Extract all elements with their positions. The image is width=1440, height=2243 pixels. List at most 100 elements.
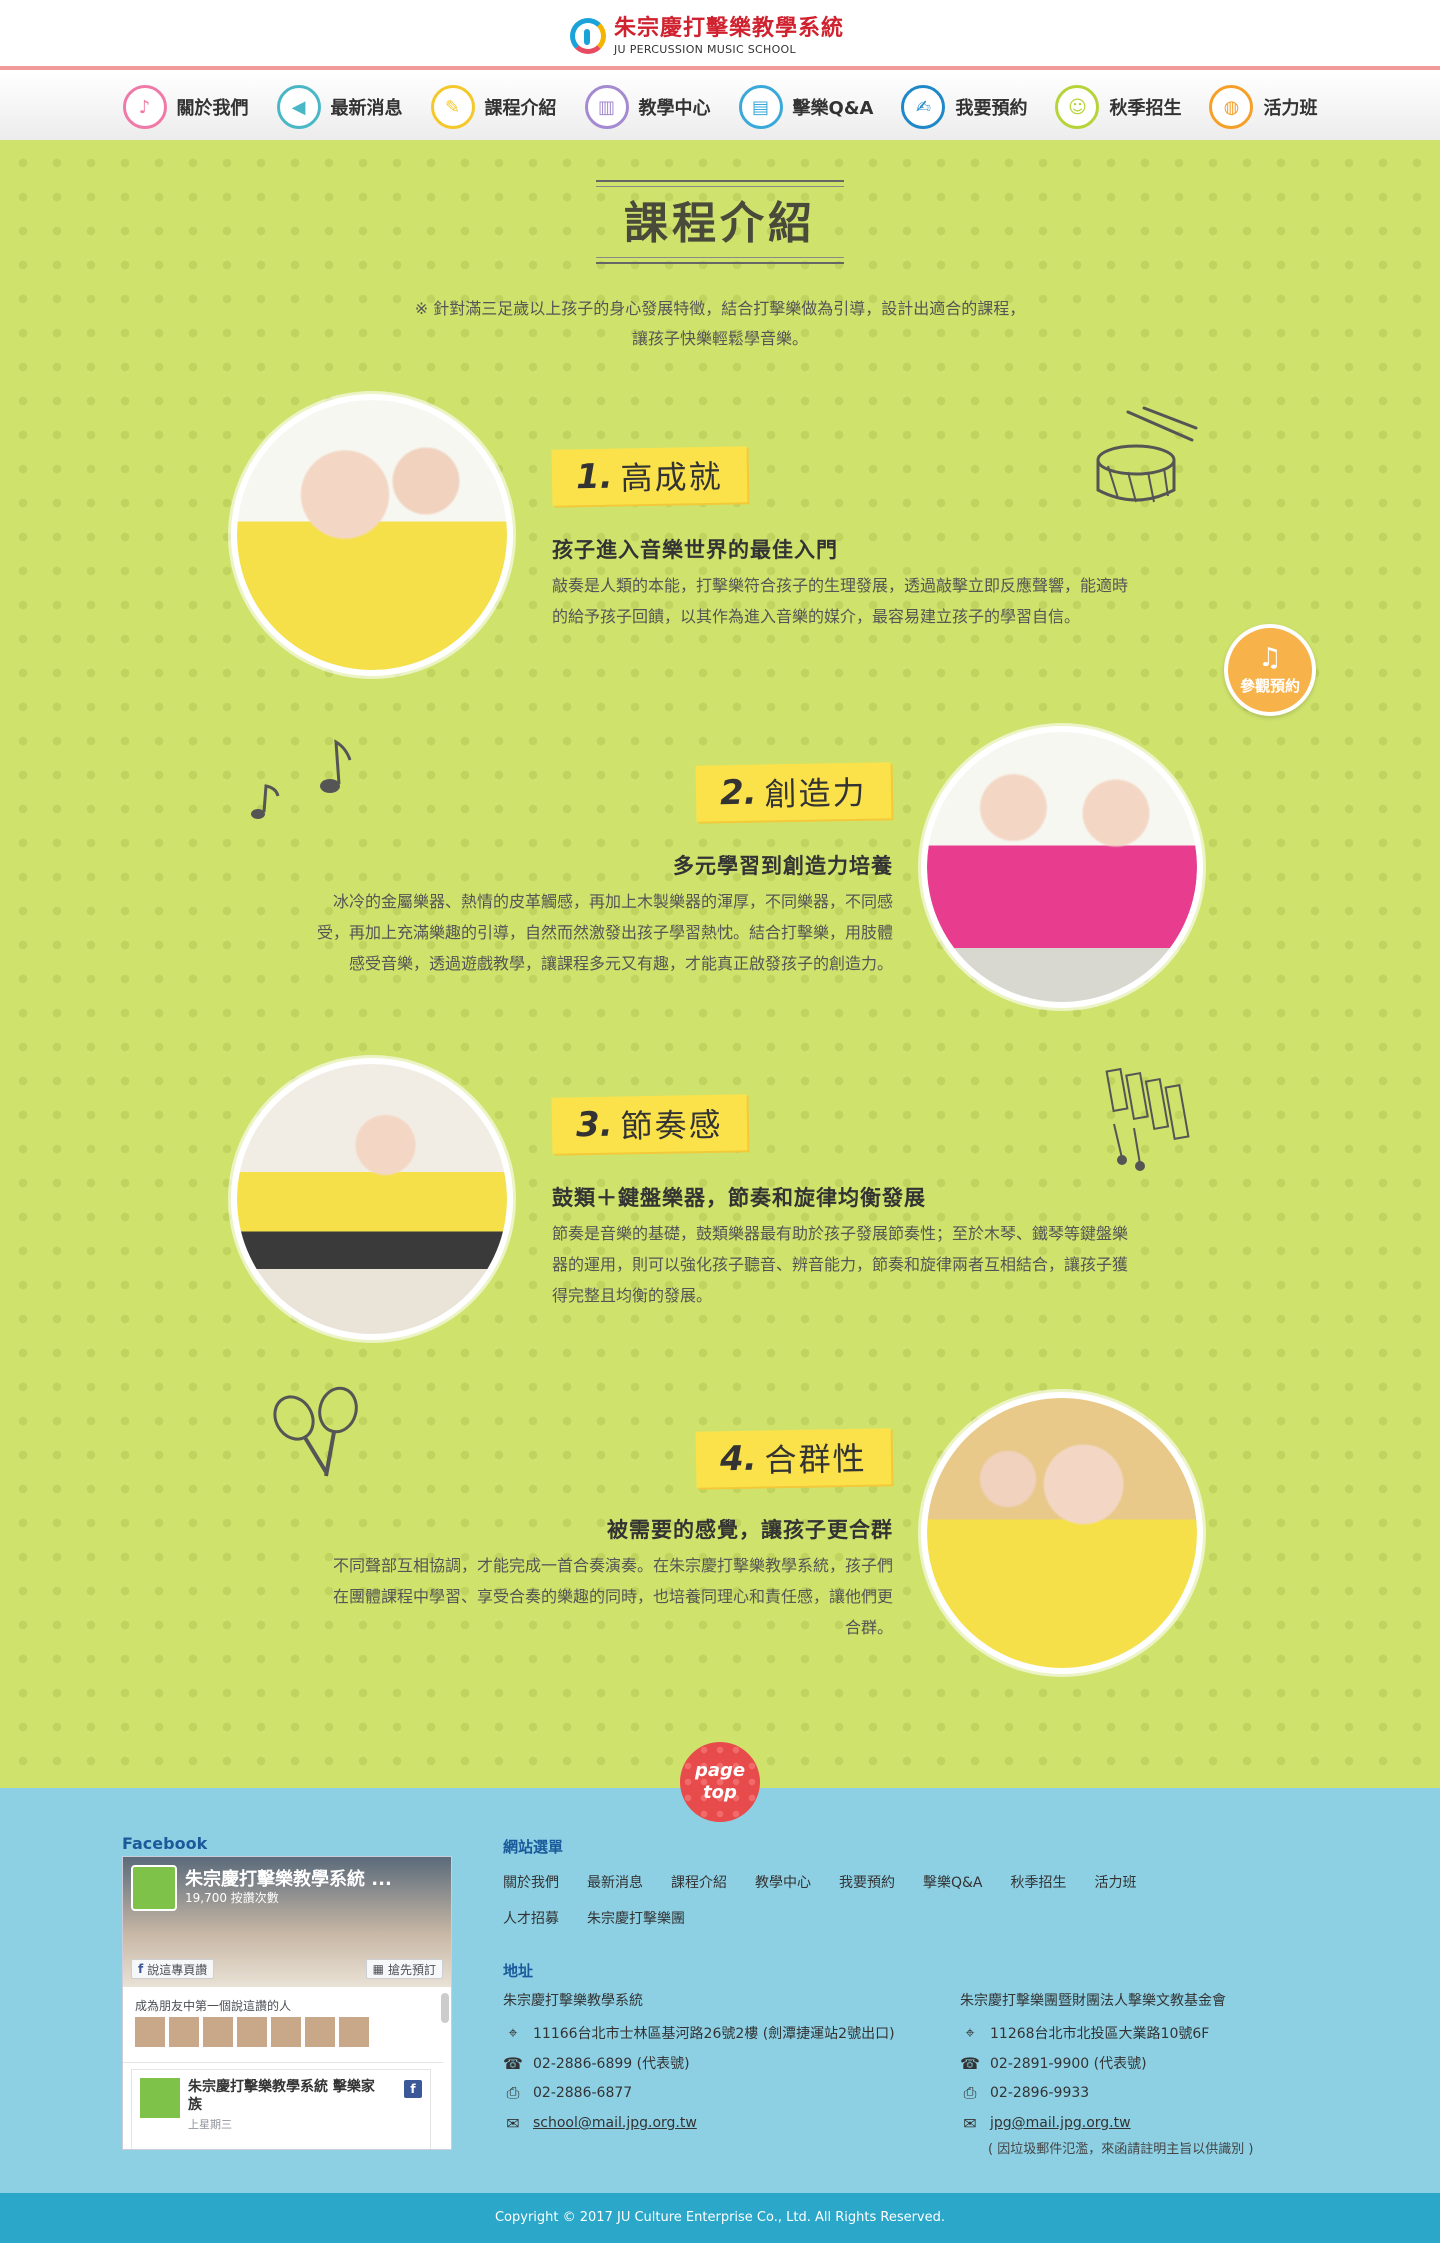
section-1-photo: [231, 394, 513, 676]
address-school: 朱宗慶打擊樂教學系統 ⌖ 11166台北市士林區基河路26號2樓 (劍潭捷運站2號…: [503, 1990, 943, 2138]
facebook-page-name[interactable]: 朱宗慶打擊樂教學系統 ...: [185, 1869, 392, 1890]
description-line: 不同聲部互相協調，才能完成一首合奏演奏。在朱宗慶打擊樂教學系統，孩子們: [332, 1556, 893, 1575]
facebook-icon: f: [138, 1962, 144, 1976]
nav-news[interactable]: ◀ 最新消息: [276, 85, 403, 129]
ensemble-photo: [927, 1398, 1197, 1668]
address-title: 地址: [503, 1962, 534, 1980]
post-title[interactable]: 朱宗慶打擊樂教學系統 擊樂家族: [188, 2079, 375, 2113]
kids-drumming-photo: [237, 400, 507, 670]
facebook-friends: 成為朋友中第一個說這讚的人: [123, 1993, 443, 2063]
footer-link[interactable]: 我要預約: [839, 1875, 895, 1891]
site-footer: Facebook 朱宗慶打擊樂教學系統 ... 19,700 按讚次數 f 說這…: [0, 1788, 1440, 2193]
footer-link[interactable]: 最新消息: [587, 1875, 643, 1891]
site-header: 朱宗慶打擊樂教學系統 JU PERCUSSION MUSIC SCHOOL: [0, 0, 1440, 70]
footer-menu-row-1: 關於我們 最新消息 課程介紹 教學中心 我要預約 擊樂Q&A 秋季招生 活力班: [503, 1872, 1137, 1892]
email-note: ( 因垃圾郵件氾濫，來函請註明主旨以供識別 ): [988, 2142, 1254, 2157]
facebook-post[interactable]: 朱宗慶打擊樂教學系統 擊樂家族 上星期三 f: [131, 2069, 431, 2149]
facebook-scrollbar[interactable]: [441, 1993, 449, 2023]
site-menu-title: 網站選單: [503, 1838, 564, 1856]
footer-link[interactable]: 擊樂Q&A: [923, 1875, 983, 1891]
description-line: 得完整且均衡的發展。: [552, 1286, 713, 1305]
nav-label: 最新消息: [330, 98, 403, 119]
nav-active-class[interactable]: ◍ 活力班: [1209, 85, 1317, 129]
section-2-subtitle: 多元學習到創造力培養: [673, 854, 893, 878]
book-button-label: 搶先預訂: [387, 1962, 436, 1977]
pen-icon: ✎: [430, 85, 475, 129]
org-address: 11268台北市北投區大業路10號6F: [990, 2026, 1210, 2042]
section-4-subtitle: 被需要的感覺，讓孩子更合群: [607, 1518, 893, 1542]
nav-qa[interactable]: ▤ 擊樂Q&A: [738, 85, 873, 129]
maracas-doodle-icon: [273, 1386, 358, 1477]
facebook-page-avatar[interactable]: [131, 1865, 177, 1911]
snare-icon: ◍: [1209, 85, 1254, 129]
section-number: 3.: [575, 1104, 613, 1146]
footer-link[interactable]: 秋季招生: [1010, 1875, 1067, 1891]
section-2-description: 冰冷的金屬樂器、熱情的皮革觸感，再加上木製樂器的渾厚，不同樂器，不同感 受，再加…: [243, 886, 893, 979]
location-pin-icon: ⌖: [508, 2023, 518, 2042]
description-line: 受，再加上充滿樂趣的引導，自然而然激發出孩子學習熱忱。結合打擊樂，用肢體: [316, 923, 893, 942]
friend-avatar[interactable]: [169, 2017, 199, 2047]
description-line: 節奏是音樂的基礎，鼓類樂器最有助於孩子發展節奏性；至於木琴、鐵琴等鍵盤樂: [552, 1224, 1129, 1243]
friend-avatar[interactable]: [271, 2017, 301, 2047]
nav-centers[interactable]: ▥ 教學中心: [584, 85, 711, 129]
description-line: 合群。: [844, 1618, 893, 1637]
description-line: 感受音樂，透過遊戲教學，讓課程多元又有趣，才能真正啟發孩子的創造力。: [348, 954, 893, 973]
site-logo[interactable]: 朱宗慶打擊樂教學系統 JU PERCUSSION MUSIC SCHOOL: [570, 14, 844, 58]
friend-avatar[interactable]: [203, 2017, 233, 2047]
phone-icon: ☎: [960, 2053, 980, 2073]
section-title: 合群性: [764, 1439, 867, 1480]
friend-avatar[interactable]: [339, 2017, 369, 2047]
logo-mark-icon: [570, 18, 606, 54]
nav-enrollment[interactable]: ☺ 秋季招生: [1055, 85, 1181, 129]
xylophone-photo: [237, 1064, 507, 1334]
intro-line: ※ 針對滿三足歲以上孩子的身心發展特徵，結合打擊樂做為引導，設計出適合的課程，: [414, 299, 1026, 318]
visit-booking-badge[interactable]: ♫ 參觀預約: [1224, 624, 1316, 716]
footer-link[interactable]: 人才招募: [503, 1911, 559, 1927]
friend-avatar[interactable]: [237, 2017, 267, 2047]
phone-icon: ☎: [503, 2053, 523, 2073]
page-intro: ※ 針對滿三足歲以上孩子的身心發展特徵，結合打擊樂做為引導，設計出適合的課程， …: [320, 294, 1120, 354]
like-button-label: 說這專頁讚: [147, 1962, 208, 1977]
section-number: 1.: [575, 456, 613, 498]
footer-link[interactable]: 朱宗慶打擊樂團: [587, 1911, 685, 1927]
kids-singing-photo: [927, 732, 1197, 1002]
org-email-link[interactable]: jpg@mail.jpg.org.tw: [990, 2115, 1131, 2131]
friend-avatar[interactable]: [135, 2017, 165, 2047]
mail-icon: ✉: [506, 2113, 520, 2133]
section-title: 節奏感: [620, 1105, 723, 1146]
footer-link[interactable]: 活力班: [1094, 1875, 1137, 1891]
pagetop-label: top: [703, 1782, 737, 1803]
nav-booking[interactable]: ✍ 我要預約: [901, 85, 1027, 129]
facebook-likes: 19,700 按讚次數: [185, 1891, 279, 1905]
org-phone: 02-2886-6899 (代表號): [533, 2056, 690, 2072]
nav-courses[interactable]: ✎ 課程介紹: [430, 85, 557, 129]
friend-avatar[interactable]: [305, 2017, 335, 2047]
facebook-widget[interactable]: 朱宗慶打擊樂教學系統 ... 19,700 按讚次數 f 說這專頁讚 ▦ 搶先預…: [122, 1856, 452, 2150]
page-top-button[interactable]: page top: [680, 1742, 760, 1822]
org-email-link[interactable]: school@mail.jpg.org.tw: [533, 2115, 697, 2131]
nav-about[interactable]: ♪ 關於我們: [122, 85, 249, 129]
footer-link[interactable]: 教學中心: [755, 1875, 811, 1891]
post-time: 上星期三: [188, 2118, 232, 2131]
nav-label: 秋季招生: [1109, 98, 1182, 119]
location-pin-icon: ⌖: [965, 2023, 975, 2042]
description-line: 器的運用，則可以強化孩子聽音、辨音能力，節奏和旋律兩者互相結合，讓孩子獲: [552, 1255, 1129, 1274]
megaphone-icon: ◀: [276, 85, 321, 129]
org-address: 11166台北市士林區基河路26號2樓 (劍潭捷運站2號出口): [533, 2026, 895, 2042]
footer-link[interactable]: 關於我們: [503, 1875, 559, 1891]
main-nav: ♪ 關於我們 ◀ 最新消息 ✎ 課程介紹 ▥ 教學中心 ▤ 擊樂Q&A ✍ 我要…: [0, 74, 1440, 140]
facebook-icon: f: [404, 2080, 422, 2098]
facebook-book-button[interactable]: ▦ 搶先預訂: [365, 1959, 443, 1979]
footer-link[interactable]: 課程介紹: [671, 1875, 727, 1891]
section-1-description: 敲奏是人類的本能，打擊樂符合孩子的生理發展，透過敲擊立即反應聲響，能適時 的給予…: [552, 570, 1202, 632]
section-2-tag: 2. 創造力: [695, 762, 892, 822]
edit-icon: ✍: [901, 85, 946, 129]
music-note-icon: ♫: [1258, 642, 1282, 673]
logo-subtitle: JU PERCUSSION MUSIC SCHOOL: [614, 42, 796, 56]
facebook-like-button[interactable]: f 說這專頁讚: [131, 1959, 215, 1979]
nav-label: 關於我們: [176, 98, 249, 119]
section-3-description: 節奏是音樂的基礎，鼓類樂器最有助於孩子發展節奏性；至於木琴、鐵琴等鍵盤樂 器的運…: [552, 1218, 1202, 1311]
section-3-photo: [231, 1058, 513, 1340]
pagetop-label: page: [694, 1760, 746, 1782]
footer-menu-row-2: 人才招募 朱宗慶打擊樂團: [503, 1908, 685, 1928]
